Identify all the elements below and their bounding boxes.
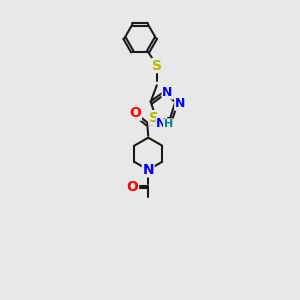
Text: N: N xyxy=(175,97,185,110)
Text: N: N xyxy=(156,117,167,130)
Text: O: O xyxy=(127,180,139,194)
Text: N: N xyxy=(142,163,154,177)
Text: S: S xyxy=(149,111,159,124)
Text: S: S xyxy=(152,58,162,73)
Text: O: O xyxy=(130,106,141,120)
Text: H: H xyxy=(164,119,173,129)
Text: N: N xyxy=(162,86,172,99)
